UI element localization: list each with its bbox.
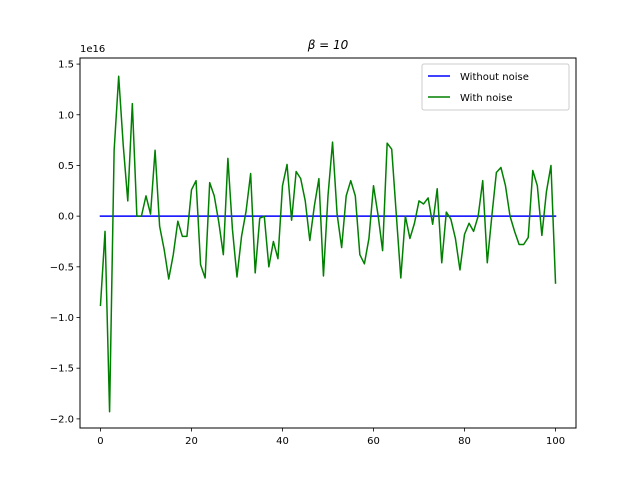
x-tick-label: 60	[367, 436, 380, 447]
x-tick-label: 20	[185, 436, 198, 447]
x-axis: 0 20 40 60 80 100	[97, 428, 565, 447]
x-tick-label: 0	[97, 436, 103, 447]
x-tick-label: 100	[546, 436, 565, 447]
plot-frame	[79, 57, 577, 429]
y-tick-label: −0.5	[50, 262, 74, 273]
legend: Without noise With noise	[421, 63, 570, 111]
y-tick-label: 0.5	[58, 161, 74, 172]
y-offset-label: 1e16	[80, 44, 105, 55]
chart-title: β = 10	[307, 38, 349, 52]
y-tick-label: −1.0	[50, 313, 74, 324]
y-tick-label: −1.5	[50, 364, 74, 375]
y-tick-label: 1.0	[58, 110, 74, 121]
x-tick-label: 40	[276, 436, 289, 447]
y-axis: −2.0 −1.5 −1.0 −0.5 0.0 0.5 1.0 1.5	[50, 60, 80, 425]
legend-label-1: Without noise	[460, 72, 529, 83]
y-tick-label: 0.0	[58, 212, 74, 223]
legend-box	[421, 63, 570, 111]
series-line-2	[99, 75, 557, 413]
x-tick-label: 80	[458, 436, 471, 447]
legend-label-2: With noise	[460, 93, 512, 104]
plot-lines	[99, 75, 557, 413]
y-tick-label: −2.0	[50, 414, 74, 425]
y-tick-label: 1.5	[58, 60, 74, 71]
